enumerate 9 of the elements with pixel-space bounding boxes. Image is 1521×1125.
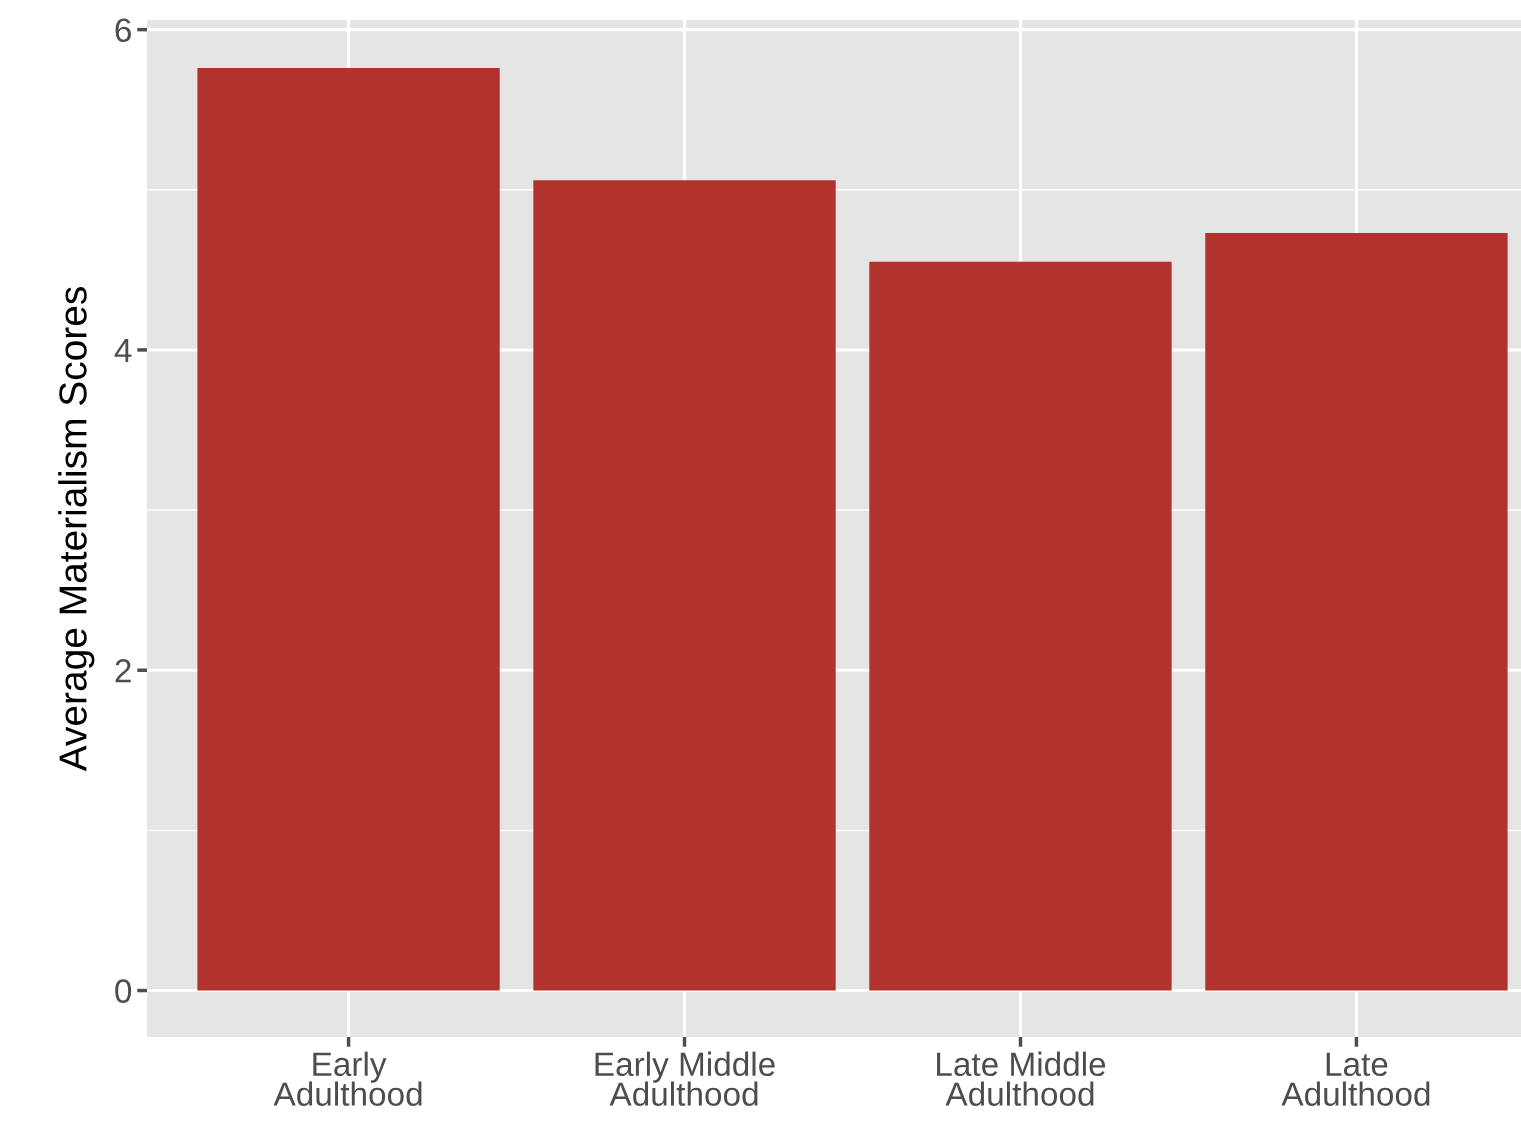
y-tick-label: 2 [115, 659, 131, 683]
x-tick-label: Late Adulthood [1281, 1052, 1430, 1106]
x-tick-label: Late Middle Adulthood [937, 1051, 1106, 1106]
x-tick-label: Early Adulthood [273, 1051, 422, 1106]
x-tick-label: Early Middle Adulthood [595, 1051, 775, 1106]
y-tick-label: 0 [115, 979, 132, 1003]
y-axis-title: Average Materialism Scores [58, 287, 95, 772]
y-tick-label: 6 [115, 18, 131, 43]
y-tick-label: 4 [114, 339, 132, 362]
